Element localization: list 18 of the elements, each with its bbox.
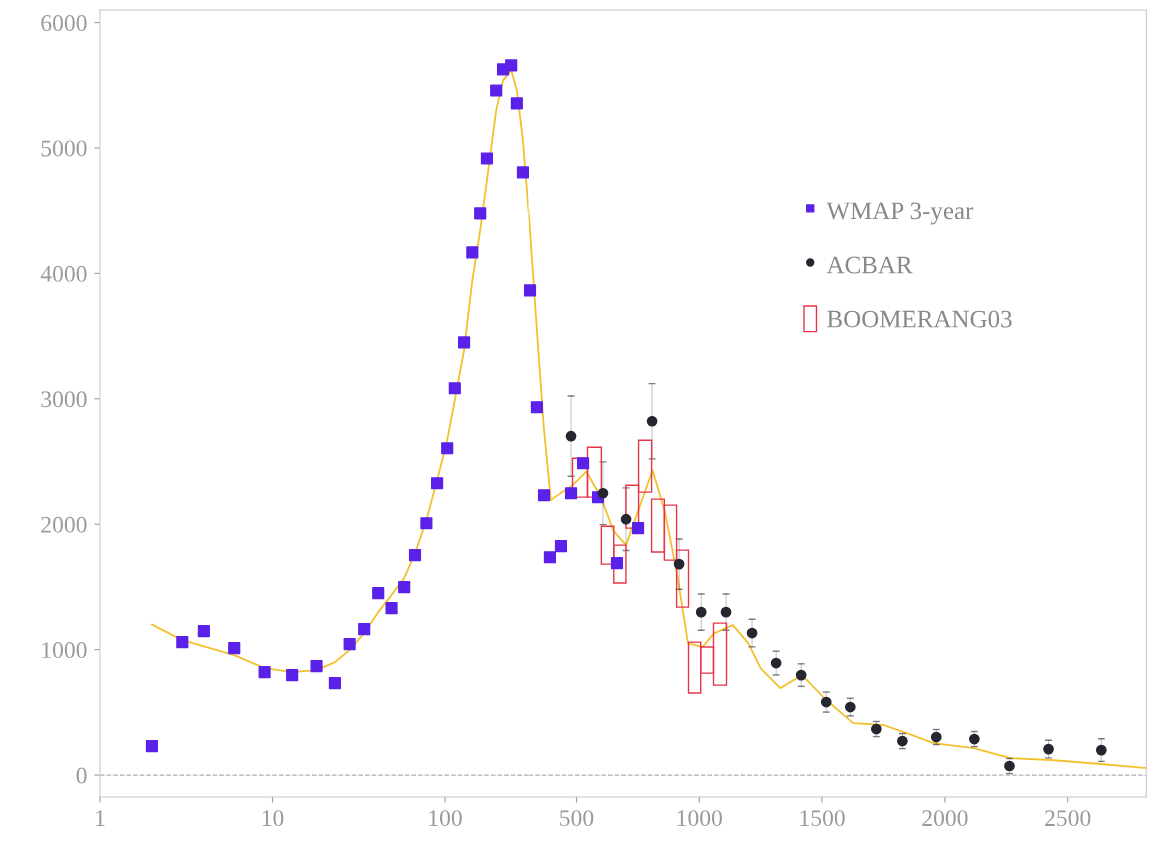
x-tick-label: 100 — [429, 810, 462, 827]
y-tick-label: 2000 — [41, 516, 87, 533]
x-tick-label: 2000 — [922, 810, 968, 827]
legend-label: BOOMERANG03 — [827, 310, 1012, 328]
legend-label: WMAP 3-year — [826, 202, 974, 225]
y-tick-label: 6000 — [41, 15, 87, 31]
y-tick-label: 5000 — [41, 140, 87, 157]
legend-label: ACBAR — [826, 256, 913, 274]
x-tick-label: 10 — [262, 810, 284, 827]
y-tick-label: 1000 — [42, 642, 87, 659]
x-tick-label: 500 — [560, 810, 594, 827]
y-tick-label: 4000 — [40, 265, 87, 282]
y-tick-label: 3000 — [41, 391, 87, 408]
x-tick-label: 1500 — [800, 810, 845, 827]
y-tick-label: 0 — [76, 767, 87, 784]
x-tick-label: 1 — [96, 810, 105, 826]
x-tick-label: 1000 — [677, 810, 722, 827]
x-tick-label: 2500 — [1045, 810, 1091, 827]
